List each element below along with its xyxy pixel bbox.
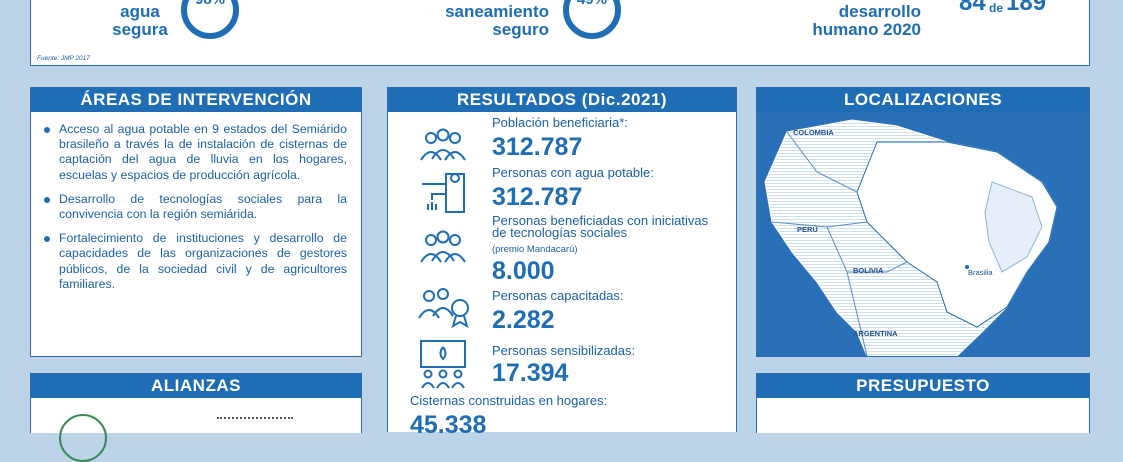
sanitation-percent: 49% (569, 0, 615, 8)
map-label-brasilia: Brasilia (968, 268, 993, 277)
hdi-rank: 84 (959, 0, 986, 16)
list-item: Desarrollo de tecnologías sociales para … (43, 192, 347, 222)
result-value: 45.338 (410, 411, 487, 439)
result-label: Personas con agua potable: (492, 165, 654, 180)
safe-water-percent: 98% (187, 0, 233, 8)
sanitation-label: saneamiento seguro (445, 2, 549, 39)
map-label-bolivia: BOLIVIA (853, 266, 884, 275)
result-value: 8.000 (492, 257, 555, 285)
south-america-map: COLOMBIA PERÚ BOLIVIA ARGENTINA Brasilia (757, 112, 1089, 356)
results-panel: RESULTADOS (Dic.2021) Población benefici… (387, 87, 737, 438)
map-label-argentina: ARGENTINA (853, 329, 898, 338)
result-value: 2.282 (492, 306, 555, 334)
safe-water-label: agua segura (112, 2, 168, 39)
results-title: RESULTADOS (Dic.2021) (388, 88, 736, 112)
intervention-areas-panel: ÁREAS DE INTERVENCIÓN Acceso al agua pot… (30, 87, 362, 357)
presentation-audience-icon (420, 340, 466, 389)
budget-panel: PRESUPUESTO (756, 373, 1090, 433)
result-label: Población beneficiaria*: (492, 115, 628, 130)
partner-logo-text-icon (217, 417, 293, 422)
hdi-rank-total: 189 (1006, 0, 1047, 16)
result-label: Personas sensibilizadas: (492, 343, 636, 358)
people-group-icon (420, 230, 466, 263)
water-tap-icon (422, 173, 465, 213)
result-label: Cisternas construidas en hogares: (410, 393, 608, 408)
result-note: (premio Mandacarú) (492, 244, 578, 255)
map-graphic (764, 119, 1058, 356)
list-item: Fortalecimiento de instituciones y desar… (43, 231, 347, 292)
result-value: 312.787 (492, 133, 583, 161)
locations-panel: LOCALIZACIONES COLOMBIA (756, 87, 1090, 357)
hdi-label: desarrollo humano 2020 (812, 2, 921, 39)
training-award-icon (418, 288, 469, 329)
partner-logo-icon (59, 414, 107, 462)
hdi-rank-of: de (989, 1, 1004, 15)
result-label: Personas capacitadas: (492, 288, 624, 303)
locations-title: LOCALIZACIONES (757, 88, 1089, 112)
budget-title: PRESUPUESTO (757, 374, 1089, 398)
list-item: Acceso al agua potable en 9 estados del … (43, 122, 347, 183)
partners-panel: ALIANZAS (30, 373, 362, 462)
indicators-band: agua segura 98% saneamiento seguro 49% d… (30, 0, 1090, 66)
map-label-colombia: COLOMBIA (793, 128, 834, 137)
people-group-icon (420, 128, 466, 161)
intervention-areas-title: ÁREAS DE INTERVENCIÓN (31, 88, 361, 112)
map-label-peru: PERÚ (797, 225, 818, 234)
intervention-areas-list: Acceso al agua potable en 9 estados del … (43, 122, 347, 292)
partners-title: ALIANZAS (31, 374, 361, 398)
result-value: 312.787 (492, 183, 583, 211)
result-label: Personas beneficiadas con iniciativas de… (492, 213, 709, 240)
source-note: Fuente: JMP 2017 (37, 55, 90, 62)
result-value: 17.394 (492, 359, 569, 387)
sanitation-ring: 49% (563, 0, 621, 39)
